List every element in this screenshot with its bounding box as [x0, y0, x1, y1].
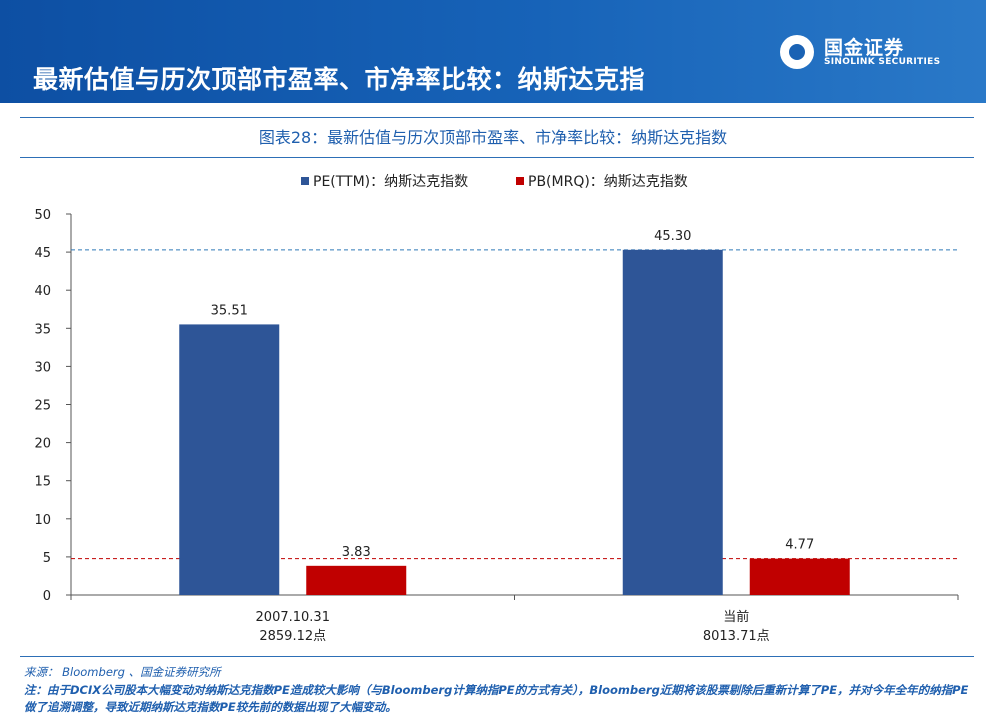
data-label-series1-cat2: 45.30 [654, 229, 691, 244]
bar-series1-cat2 [622, 249, 723, 595]
footer-rule [20, 656, 974, 657]
figure-title-bottom-rule [20, 157, 974, 158]
figure-title: 图表28：最新估值与历次顶部市盈率、市净率比较：纳斯达克指数 [258, 128, 728, 147]
y-tick-label: 20 [34, 437, 51, 452]
y-tick-label: 30 [34, 360, 51, 375]
y-tick-label: 25 [34, 399, 51, 414]
y-tick-label: 40 [34, 284, 51, 299]
header-banner: 最新估值与历次顶部市盈率、市净率比较：纳斯达克指 国金证券 SINOLINK S… [0, 0, 986, 103]
page-title: 最新估值与历次顶部市盈率、市净率比较：纳斯达克指 [33, 65, 646, 94]
bar-series2-cat2 [749, 558, 850, 595]
legend-swatch-1 [301, 177, 309, 185]
y-tick-label: 0 [43, 589, 51, 604]
legend-label-2: PB(MRQ)：纳斯达克指数 [528, 174, 688, 190]
y-tick-label: 45 [34, 246, 51, 261]
y-tick-label: 15 [34, 475, 51, 490]
legend-swatch-2 [516, 177, 524, 185]
data-label-series2-cat1: 3.83 [342, 545, 371, 560]
legend-label-1: PE(TTM)：纳斯达克指数 [313, 174, 468, 190]
logo-icon [780, 35, 814, 69]
source-note: 来源： Bloomberg 、国金证券研究所 [24, 665, 221, 679]
logo-name-en: SINOLINK SECURITIES [824, 57, 941, 67]
x-category-label-line1: 2007.10.31 [256, 610, 330, 625]
logo-name-cn: 国金证券 [824, 37, 905, 59]
y-tick-label: 50 [34, 208, 51, 223]
x-category-label-line2: 2859.12点 [259, 629, 326, 644]
data-label-series1-cat1: 35.51 [211, 303, 248, 318]
bar-series1-cat1 [179, 324, 280, 595]
company-logo: 国金证券 SINOLINK SECURITIES [780, 33, 955, 73]
x-category-label-line2: 8013.71点 [703, 629, 770, 644]
y-tick-label: 5 [43, 551, 51, 566]
footnote: 注：由于DCIX公司股本大幅变动对纳斯达克指数PE造成较大影响（与Bloombe… [24, 683, 969, 714]
y-tick-label: 10 [34, 513, 51, 528]
x-category-label-line1: 当前 [723, 609, 749, 625]
data-label-series2-cat2: 4.77 [785, 538, 814, 553]
y-tick-label: 35 [34, 322, 51, 337]
bar-chart: PE(TTM)：纳斯达克指数 PB(MRQ)：纳斯达克指数 0 5 10 15 20 25 30… [34, 174, 959, 644]
figure-title-top-rule [20, 117, 974, 118]
bar-series2-cat1 [306, 565, 407, 595]
